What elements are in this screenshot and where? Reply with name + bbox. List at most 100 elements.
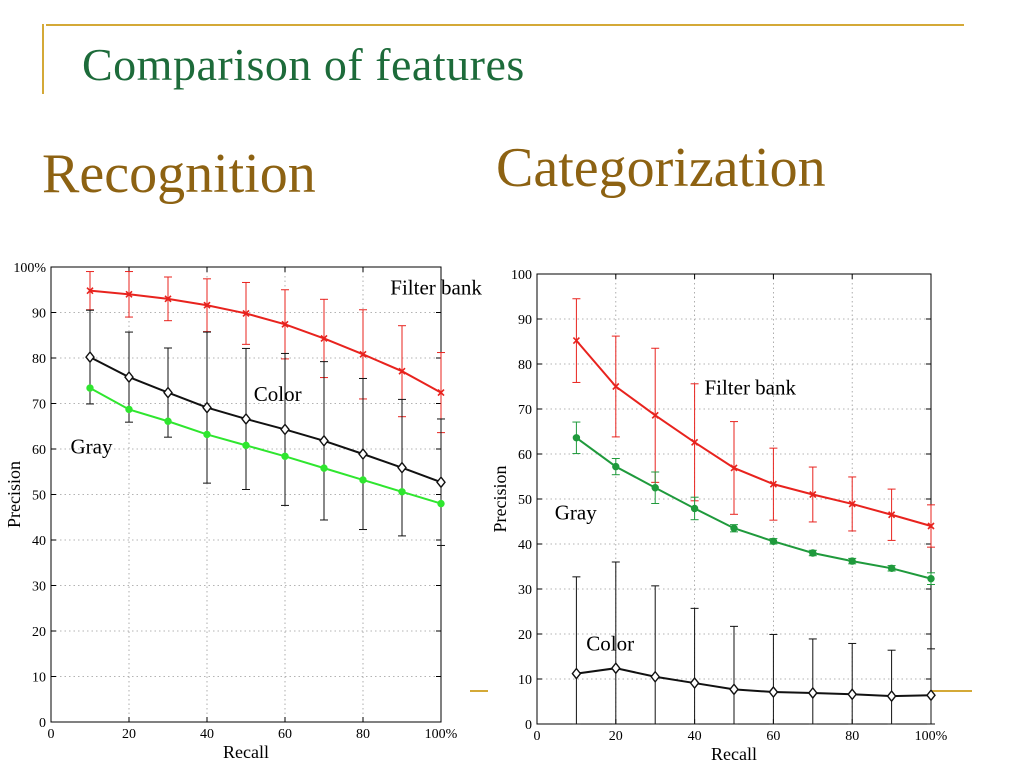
- x-axis-label: Recall: [223, 742, 269, 762]
- series-line: [89, 356, 442, 484]
- data-point: [163, 386, 173, 399]
- y-tick-label: 40: [32, 534, 46, 549]
- data-point: [125, 405, 133, 414]
- y-tick-label: 80: [32, 352, 46, 367]
- y-axis-label: Precision: [490, 466, 510, 533]
- data-point: [85, 350, 95, 364]
- y-tick-label: 40: [518, 538, 532, 553]
- data-point: [437, 499, 445, 508]
- y-tick-label: 70: [32, 398, 46, 413]
- side-rule: [42, 24, 44, 94]
- data-point: [651, 411, 659, 419]
- x-tick-label: 100%: [425, 727, 458, 742]
- y-tick-label: 90: [518, 313, 532, 328]
- x-tick-label: 0: [534, 729, 541, 744]
- data-point: [690, 504, 699, 513]
- data-point: [86, 287, 94, 295]
- data-point: [280, 423, 290, 436]
- series-line: [89, 387, 442, 505]
- data-point: [886, 689, 897, 703]
- data-point: [730, 464, 738, 472]
- data-point: [202, 401, 212, 414]
- data-point: [887, 564, 896, 572]
- data-point: [650, 670, 661, 683]
- series-line: [89, 289, 442, 394]
- data-point: [281, 320, 289, 328]
- y-tick-label: 100%: [13, 261, 46, 276]
- x-tick-label: 60: [278, 727, 292, 742]
- series-gray: [572, 421, 935, 585]
- data-point: [241, 412, 251, 426]
- data-point: [398, 488, 406, 496]
- data-point: [769, 537, 778, 545]
- x-tick-label: 40: [688, 729, 702, 744]
- data-point: [768, 685, 779, 699]
- series-filter-bank: [572, 298, 935, 548]
- data-point: [125, 290, 133, 298]
- y-tick-label: 60: [32, 443, 46, 458]
- recognition-heading: Recognition: [42, 143, 316, 205]
- data-point: [888, 511, 896, 519]
- y-axis-label: Precision: [4, 461, 24, 528]
- data-point: [572, 434, 581, 442]
- series-label: Filter bank: [704, 376, 796, 400]
- x-axis-label: Recall: [711, 744, 757, 764]
- x-tick-label: 100%: [915, 729, 948, 744]
- slide-title: Comparison of features: [82, 39, 525, 90]
- data-point: [86, 384, 94, 392]
- data-point: [610, 662, 621, 675]
- x-tick-label: 80: [356, 727, 370, 742]
- x-tick-label: 40: [200, 727, 214, 742]
- data-point: [926, 689, 936, 702]
- y-tick-label: 100: [511, 268, 532, 283]
- data-point: [359, 350, 367, 358]
- data-point: [612, 462, 620, 471]
- data-point: [398, 367, 406, 375]
- data-point: [769, 480, 777, 488]
- data-point: [436, 476, 446, 489]
- x-tick-label: 20: [122, 727, 136, 742]
- data-point: [571, 667, 582, 680]
- series-label: Color: [254, 382, 302, 406]
- accent-rule-left: [470, 690, 488, 692]
- x-tick-label: 60: [766, 729, 780, 744]
- series-color: [571, 561, 936, 725]
- y-tick-label: 0: [39, 716, 46, 731]
- data-point: [730, 524, 738, 532]
- data-point: [124, 370, 134, 384]
- data-point: [281, 452, 289, 460]
- y-tick-label: 20: [32, 625, 46, 640]
- data-point: [203, 301, 211, 309]
- data-point: [397, 461, 407, 474]
- y-tick-label: 70: [518, 403, 532, 418]
- data-point: [689, 676, 700, 690]
- y-tick-label: 60: [518, 448, 532, 463]
- series-label: Gray: [71, 435, 113, 459]
- y-tick-label: 0: [525, 718, 532, 733]
- data-point: [203, 430, 211, 439]
- data-point: [927, 522, 935, 530]
- data-point: [847, 688, 858, 701]
- accent-rule-right: [932, 690, 972, 692]
- data-point: [164, 417, 172, 425]
- y-tick-label: 30: [32, 580, 46, 595]
- y-tick-label: 80: [518, 358, 532, 373]
- series-gray: [86, 384, 445, 508]
- categorization-heading: Categorization: [496, 137, 826, 199]
- data-point: [242, 309, 250, 317]
- data-point: [358, 447, 368, 461]
- x-tick-label: 20: [609, 729, 623, 744]
- data-point: [729, 683, 739, 696]
- x-tick-label: 0: [48, 727, 55, 742]
- y-tick-label: 10: [518, 673, 532, 688]
- series-label: Gray: [555, 501, 597, 525]
- data-point: [164, 295, 172, 303]
- y-tick-label: 50: [518, 493, 532, 508]
- data-point: [807, 686, 818, 700]
- x-tick-label: 80: [845, 729, 859, 744]
- y-tick-label: 20: [518, 628, 532, 643]
- y-tick-label: 50: [32, 489, 46, 504]
- series-color: [85, 309, 446, 546]
